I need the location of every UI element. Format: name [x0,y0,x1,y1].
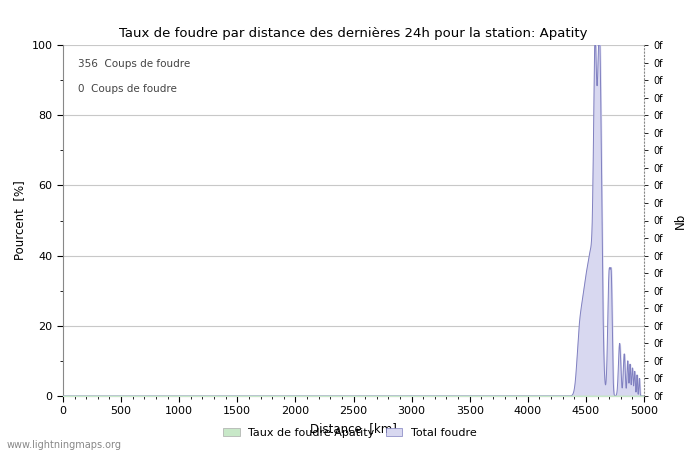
Title: Taux de foudre par distance des dernières 24h pour la station: Apatity: Taux de foudre par distance des dernière… [119,27,588,40]
Text: 356  Coups de foudre: 356 Coups de foudre [78,59,190,69]
Text: www.lightningmaps.org: www.lightningmaps.org [7,440,122,450]
X-axis label: Distance  [km]: Distance [km] [310,422,397,435]
Legend: Taux de foudre Apatity, Total foudre: Taux de foudre Apatity, Total foudre [218,423,482,442]
Y-axis label: Pourcent  [%]: Pourcent [%] [13,180,26,261]
Text: 0  Coups de foudre: 0 Coups de foudre [78,84,176,94]
Y-axis label: Nb: Nb [673,212,687,229]
